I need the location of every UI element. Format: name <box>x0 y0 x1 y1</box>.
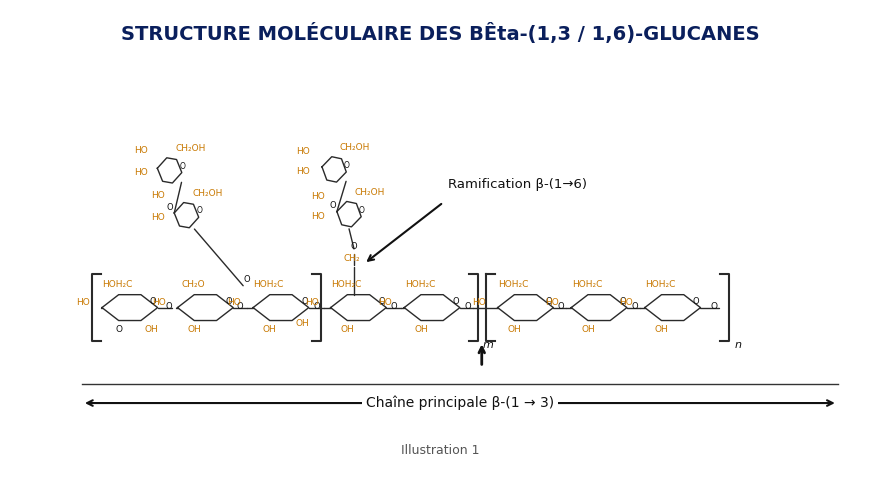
Text: HO: HO <box>312 212 326 221</box>
Text: OH: OH <box>295 319 309 328</box>
Text: HO: HO <box>150 191 165 200</box>
Text: CH₂: CH₂ <box>344 254 360 263</box>
Text: HO: HO <box>150 213 165 222</box>
Text: HO: HO <box>152 298 165 307</box>
Text: O: O <box>452 297 458 306</box>
Text: O: O <box>165 302 172 311</box>
Text: O: O <box>546 297 553 306</box>
Text: OH: OH <box>341 325 355 334</box>
Text: O: O <box>693 297 700 306</box>
Text: m: m <box>483 341 494 350</box>
Text: O: O <box>558 302 565 311</box>
Text: O: O <box>465 302 471 311</box>
Text: HOH₂C: HOH₂C <box>572 280 602 289</box>
Text: HO: HO <box>305 298 319 307</box>
Text: O: O <box>351 242 357 251</box>
Text: HO: HO <box>312 192 326 201</box>
Text: O: O <box>378 297 385 306</box>
Text: CH₂OH: CH₂OH <box>354 188 385 197</box>
Text: O: O <box>115 325 122 334</box>
Text: O: O <box>167 203 173 212</box>
Text: O: O <box>344 161 350 170</box>
Text: Ramification β-(1→6): Ramification β-(1→6) <box>449 178 588 191</box>
Text: O: O <box>180 161 185 171</box>
Text: HOH₂C: HOH₂C <box>253 280 284 289</box>
Text: OH: OH <box>655 325 669 334</box>
Text: HO: HO <box>472 298 486 307</box>
Text: OH: OH <box>414 325 428 334</box>
Text: HOH₂C: HOH₂C <box>331 280 362 289</box>
Text: O: O <box>237 302 244 311</box>
Text: Chaîne principale β-(1 → 3): Chaîne principale β-(1 → 3) <box>366 396 554 411</box>
Text: HO: HO <box>546 298 560 307</box>
Text: O: O <box>330 201 336 210</box>
Text: O: O <box>632 302 638 311</box>
Text: CH₂OH: CH₂OH <box>175 144 206 153</box>
Text: HO: HO <box>297 147 311 156</box>
Text: O: O <box>196 206 202 215</box>
Text: OH: OH <box>145 325 158 334</box>
Text: HOH₂C: HOH₂C <box>645 280 676 289</box>
Text: O: O <box>225 297 232 306</box>
Text: Illustration 1: Illustration 1 <box>400 444 480 457</box>
Text: O: O <box>391 302 398 311</box>
Text: HO: HO <box>77 298 90 307</box>
Text: O: O <box>620 297 626 306</box>
Text: OH: OH <box>263 325 276 334</box>
Text: O: O <box>150 297 157 306</box>
Text: CH₂O: CH₂O <box>181 280 205 289</box>
Text: HOH₂C: HOH₂C <box>405 280 435 289</box>
Text: O: O <box>711 302 718 311</box>
Text: HO: HO <box>620 298 633 307</box>
Text: O: O <box>313 302 320 311</box>
Text: O: O <box>301 297 308 306</box>
Text: HO: HO <box>378 298 392 307</box>
Text: OH: OH <box>581 325 595 334</box>
Text: CH₂OH: CH₂OH <box>339 143 370 152</box>
Text: CH₂OH: CH₂OH <box>193 189 223 198</box>
Text: OH: OH <box>508 325 521 334</box>
Text: HOH₂C: HOH₂C <box>102 280 133 289</box>
Text: HO: HO <box>297 167 311 176</box>
Text: O: O <box>244 275 251 284</box>
Text: n: n <box>734 341 741 350</box>
Text: HO: HO <box>134 168 148 177</box>
Text: OH: OH <box>187 325 202 334</box>
Text: HOH₂C: HOH₂C <box>498 280 529 289</box>
Text: HO: HO <box>227 298 241 307</box>
Text: O: O <box>359 205 364 215</box>
Text: HO: HO <box>134 146 148 155</box>
Text: STRUCTURE MOLÉCULAIRE DES BÊta-(1,3 / 1,6)-GLUCANES: STRUCTURE MOLÉCULAIRE DES BÊta-(1,3 / 1,… <box>121 23 759 44</box>
